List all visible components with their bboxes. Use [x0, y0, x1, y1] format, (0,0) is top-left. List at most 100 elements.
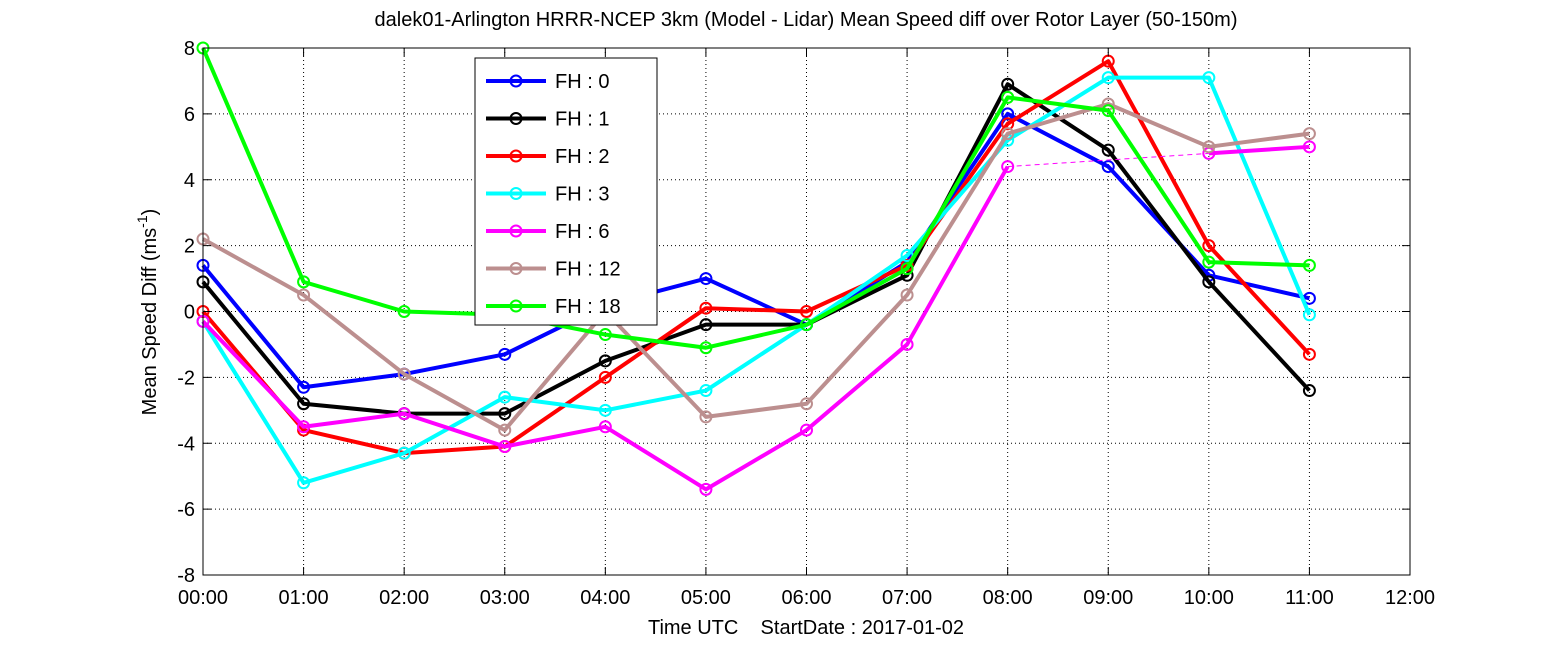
legend-box: [474, 57, 658, 326]
legend-entry-label: FH : 18: [555, 296, 621, 318]
data-point: [1001, 160, 1015, 174]
x-tick-label: 08:00: [983, 587, 1033, 609]
series-line: [201, 75, 1312, 485]
data-point: [900, 262, 914, 276]
y-tick-label: 4: [184, 170, 195, 192]
data-point: [800, 318, 813, 332]
x-tick-label: 10:00: [1184, 587, 1234, 609]
legend-entry-label: FH : 0: [555, 71, 609, 93]
y-axis-label: Mean Speed Diff (ms-1): [134, 209, 161, 416]
data-point: [1001, 90, 1015, 104]
data-point: [1202, 71, 1216, 85]
data-point: [1202, 140, 1216, 154]
legend-entry-label: FH : 12: [555, 259, 621, 281]
data-point: [1202, 239, 1216, 253]
legend-entry-label: FH : 3: [555, 184, 609, 206]
series-line: [201, 82, 1311, 416]
data-point: [297, 380, 311, 394]
legend-entry-label: FH : 1: [555, 109, 609, 131]
series-gap-line: [1007, 152, 1209, 168]
data-point: [397, 407, 411, 421]
x-tick-label: 11:00: [1285, 587, 1334, 609]
legend-marker: [509, 224, 523, 238]
data-point: [1001, 107, 1015, 121]
data-point: [699, 384, 713, 398]
x-tick-label: 02:00: [379, 587, 429, 609]
series-line: [1208, 144, 1310, 156]
data-point: [397, 367, 411, 381]
data-point: [1302, 127, 1316, 141]
x-tick-label: 04:00: [580, 587, 630, 609]
x-tick-label: 09:00: [1083, 587, 1133, 609]
y-tick-label: 2: [184, 236, 195, 258]
data-point: [1101, 143, 1115, 157]
data-point: [1302, 258, 1316, 272]
data-point: [598, 328, 612, 342]
data-point: [297, 397, 311, 411]
series-4: [196, 140, 1316, 496]
data-point: [498, 440, 512, 454]
y-tick-label: -2: [177, 367, 195, 389]
series-0: [196, 107, 1316, 394]
series-group: [196, 41, 1316, 496]
data-point: [297, 275, 311, 289]
series-line: [201, 111, 1310, 390]
x-tick-label: 06:00: [781, 587, 831, 609]
x-tick-label: 01:00: [279, 587, 329, 609]
data-point: [598, 370, 612, 384]
legend-marker: [509, 262, 523, 275]
data-point: [699, 318, 713, 332]
legend-entry-label: FH : 6: [555, 221, 609, 243]
data-point: [699, 341, 713, 355]
x-tick-label: 03:00: [480, 587, 530, 609]
data-point: [297, 420, 311, 434]
y-axis-label-close: ): [139, 209, 161, 216]
data-point: [1202, 255, 1216, 269]
series-line: [201, 59, 1311, 456]
data-point: [1302, 140, 1316, 154]
x-tick-label: 00:00: [178, 587, 228, 609]
x-tick-label: 05:00: [681, 587, 731, 609]
data-point: [1302, 347, 1316, 361]
chart-title: dalek01-Arlington HRRR-NCEP 3km (Model -…: [375, 9, 1238, 31]
legend-marker: [509, 112, 523, 125]
data-point: [800, 397, 813, 411]
data-point: [598, 420, 612, 434]
data-point: [1101, 160, 1115, 174]
y-tick-label: 8: [184, 38, 195, 60]
data-point: [297, 476, 311, 490]
data-point: [1001, 117, 1015, 131]
data-point: [699, 301, 713, 315]
data-point: [397, 305, 411, 318]
data-point: [900, 288, 914, 302]
data-point: [397, 446, 411, 460]
data-point: [699, 410, 713, 424]
data-point: [498, 390, 512, 404]
legend-marker: [509, 187, 523, 200]
y-tick-label: 0: [184, 302, 195, 324]
legend-marker: [509, 74, 523, 88]
ticks: 00:00 01:00 02:00 03:00 04:00 05:00 06:00 07:00…: [177, 38, 1435, 609]
data-point: [800, 423, 813, 437]
x-axis-label: Time UTC StartDate : 2017-01-02: [648, 617, 964, 639]
data-point: [699, 272, 713, 286]
data-point: [1101, 104, 1115, 118]
data-point: [1302, 308, 1316, 322]
legend-marker: [509, 299, 523, 313]
y-tick-label: -4: [177, 433, 195, 455]
data-point: [1001, 77, 1015, 91]
y-tick-label: -6: [177, 499, 195, 521]
series-5: [196, 97, 1316, 437]
data-point: [1001, 127, 1015, 141]
data-point: [498, 423, 512, 437]
legend: FH : 0 FH : 1 FH : 2 FH : 3 FH : 6 FH : 12 FH …: [474, 57, 658, 326]
y-tick-label: -8: [177, 565, 195, 587]
y-axis-label-main: Mean Speed Diff (ms: [139, 228, 161, 416]
y-axis-label-sup: -1: [134, 215, 150, 228]
x-tick-label: 12:00: [1385, 587, 1435, 609]
data-point: [297, 288, 311, 302]
data-point: [498, 407, 512, 421]
series-6: [196, 41, 1316, 355]
data-point: [900, 337, 914, 351]
series-line: [202, 101, 1310, 433]
